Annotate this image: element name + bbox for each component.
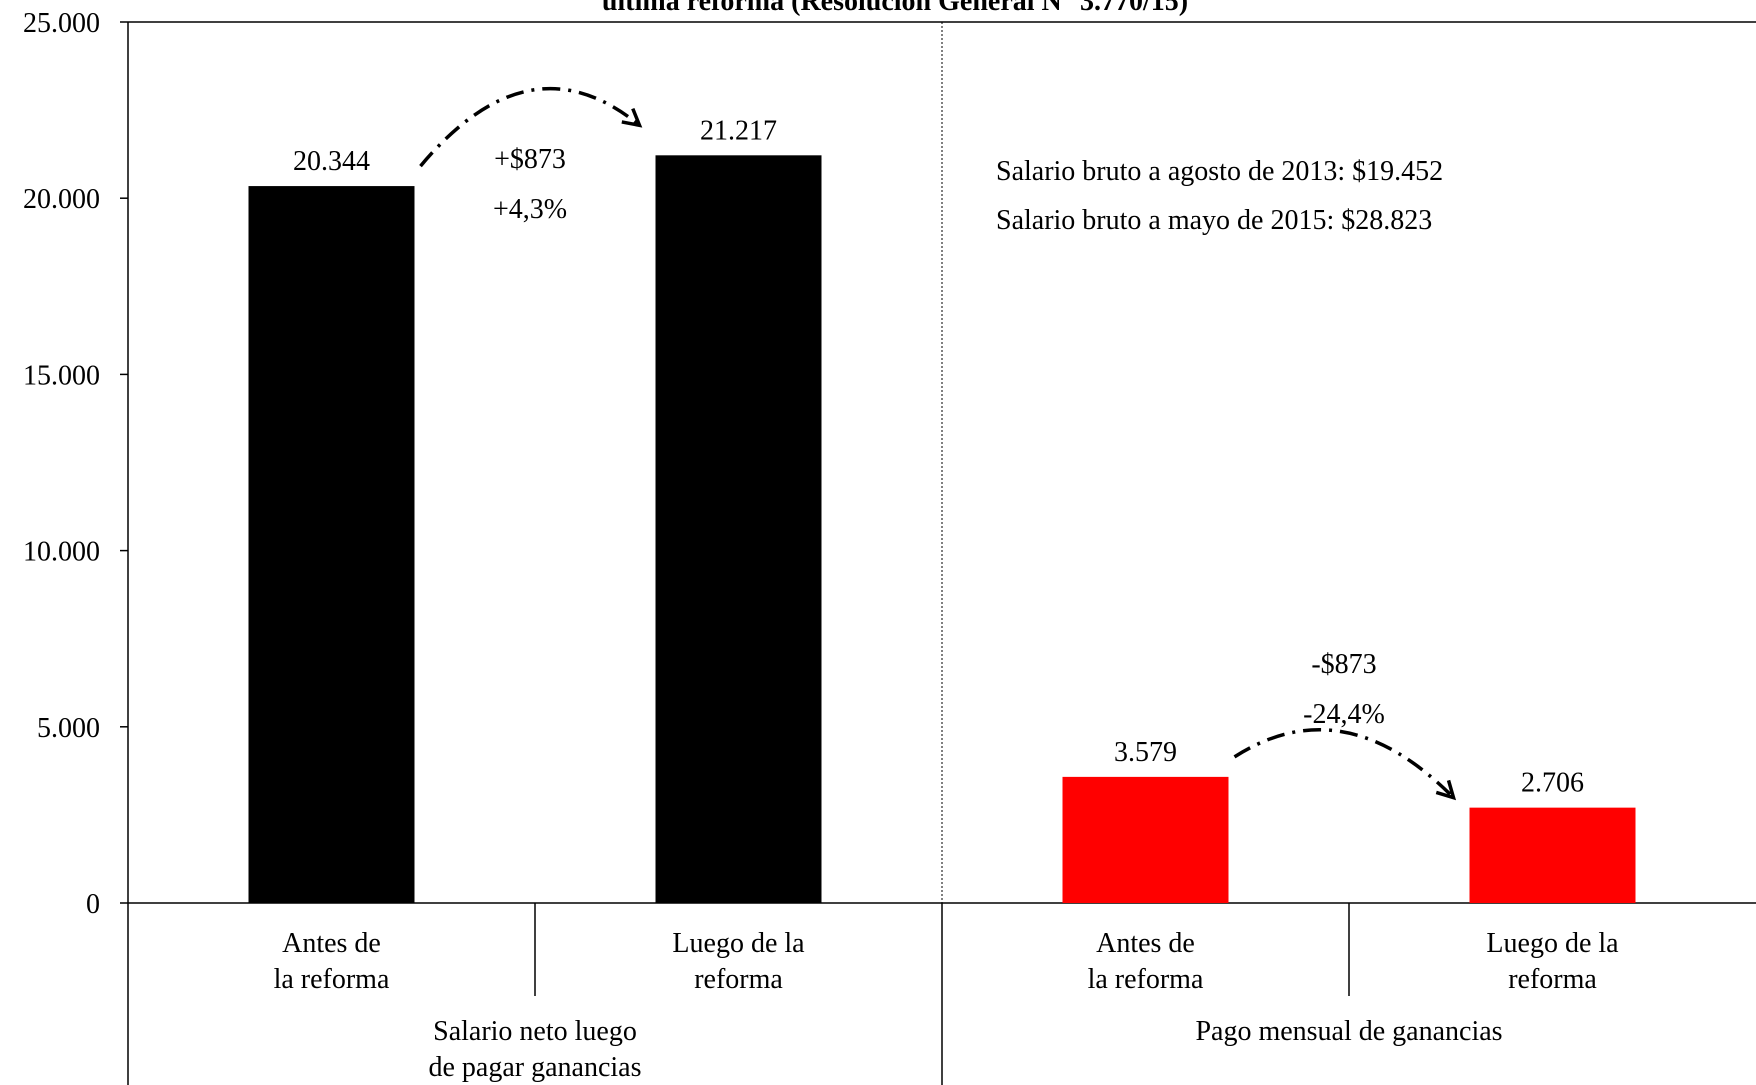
category-label: Antes de xyxy=(1096,928,1195,959)
change-label: -$873 xyxy=(1311,649,1376,680)
bar xyxy=(1469,807,1636,903)
bar xyxy=(1062,776,1229,903)
group-label: Pago mensual de ganancias xyxy=(1195,1016,1502,1047)
change-label: +4,3% xyxy=(493,194,567,225)
bar xyxy=(248,186,415,903)
annotation-text: Salario bruto a mayo de 2015: $28.823 xyxy=(996,205,1432,236)
y-tick-label: 25.000 xyxy=(23,8,100,39)
category-label: la reforma xyxy=(274,964,390,995)
change-arrow xyxy=(1233,728,1455,799)
change-arrow-head xyxy=(1435,779,1457,801)
bar-value-label: 20.344 xyxy=(293,146,370,177)
group-label: de pagar ganancias xyxy=(429,1052,642,1083)
category-label: reforma xyxy=(694,964,783,995)
annotation-text: Salario bruto a agosto de 2013: $19.452 xyxy=(996,156,1443,187)
bar-value-label: 2.706 xyxy=(1521,768,1584,799)
change-label: +$873 xyxy=(494,144,566,175)
bar-value-label: 3.579 xyxy=(1114,737,1177,768)
y-tick-label: 5.000 xyxy=(37,713,100,744)
y-tick-label: 20.000 xyxy=(23,184,100,215)
category-label: Luego de la xyxy=(672,928,805,959)
category-label: reforma xyxy=(1508,964,1597,995)
chart-title: última reforma (Resolución General N° 3.… xyxy=(602,0,1188,17)
change-arrow xyxy=(419,86,641,168)
group-label: Salario neto luego xyxy=(433,1016,637,1047)
change-arrow-head xyxy=(621,107,643,128)
bar xyxy=(655,155,822,903)
y-tick-label: 15.000 xyxy=(23,360,100,391)
plot-area: 0 5.000 10.000 15.000 20.000 25.000 20.344 Ante… xyxy=(23,8,1756,1085)
category-label: la reforma xyxy=(1088,964,1204,995)
category-label: Luego de la xyxy=(1486,928,1619,959)
y-tick-label: 0 xyxy=(86,889,100,920)
change-label: -24,4% xyxy=(1303,699,1385,730)
bar-value-label: 21.217 xyxy=(700,115,777,146)
y-tick-label: 10.000 xyxy=(23,537,100,568)
category-label: Antes de xyxy=(282,928,381,959)
